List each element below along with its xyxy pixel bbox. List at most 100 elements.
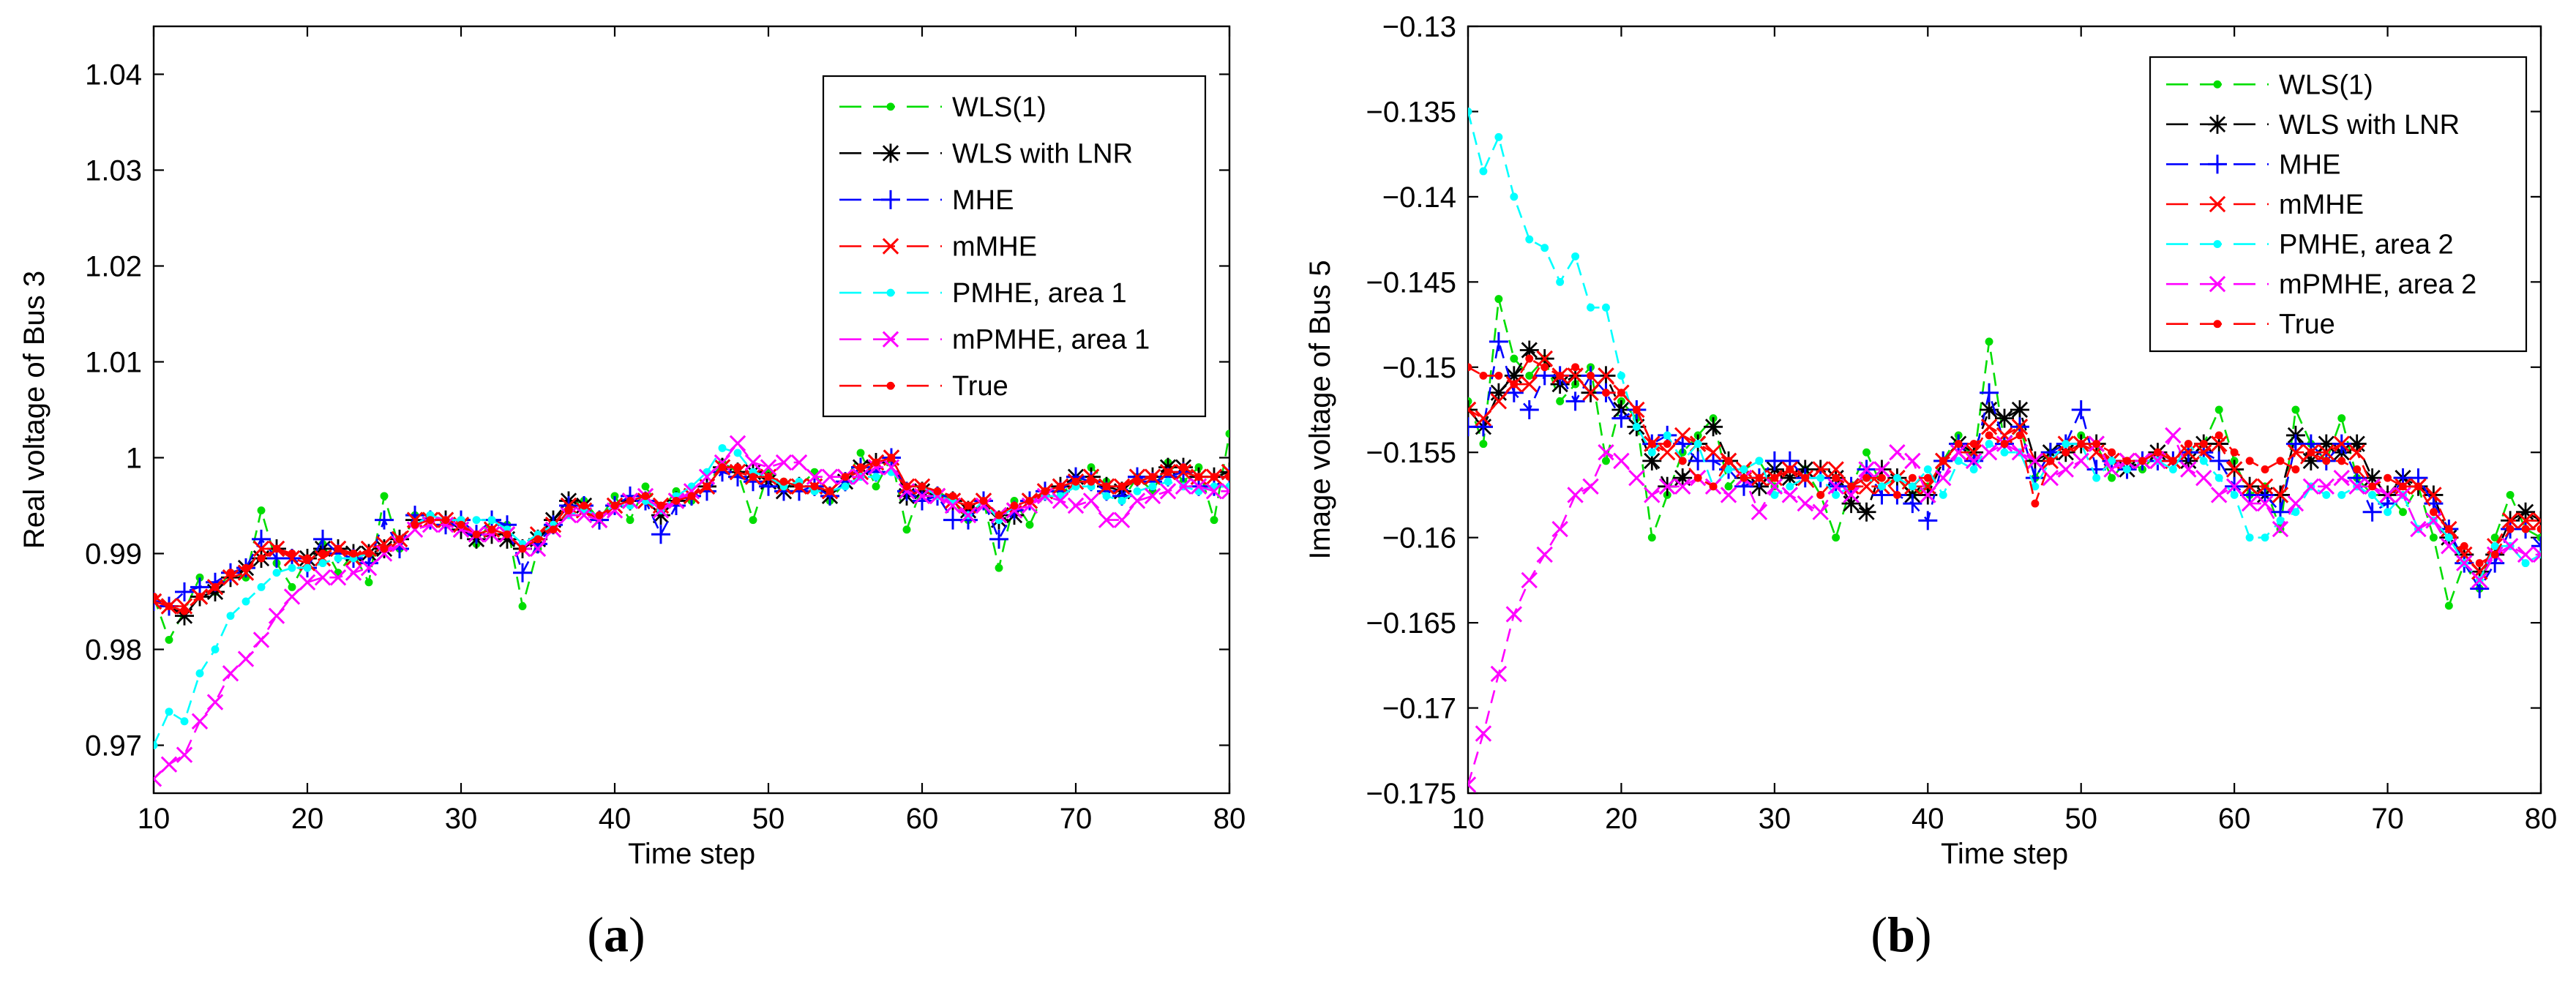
data-point bbox=[2384, 473, 2392, 482]
data-point bbox=[2456, 555, 2473, 571]
legend-marker bbox=[882, 238, 899, 255]
data-point bbox=[1724, 465, 1733, 473]
x-tick-label: 30 bbox=[445, 803, 478, 835]
data-point bbox=[1770, 490, 1779, 499]
data-point bbox=[1494, 295, 1503, 304]
data-point bbox=[948, 492, 957, 500]
data-point bbox=[2031, 482, 2040, 491]
data-point bbox=[2444, 601, 2453, 610]
data-point bbox=[1468, 107, 1472, 116]
series-markers-6 bbox=[1468, 427, 2541, 793]
data-point bbox=[1923, 473, 1932, 482]
data-point bbox=[1832, 490, 1841, 499]
data-point bbox=[1159, 483, 1177, 500]
data-point bbox=[1816, 473, 1825, 482]
data-point bbox=[872, 482, 880, 491]
data-point bbox=[1071, 477, 1080, 486]
data-point bbox=[1556, 397, 1565, 405]
data-point bbox=[1158, 457, 1177, 477]
data-point bbox=[2490, 550, 2499, 559]
data-point bbox=[883, 459, 900, 476]
data-point bbox=[1190, 478, 1208, 495]
data-point bbox=[1519, 340, 1539, 360]
data-point bbox=[2153, 448, 2162, 457]
data-point bbox=[1479, 371, 1488, 380]
data-point bbox=[1617, 371, 1625, 380]
data-point bbox=[1632, 422, 1641, 431]
data-point bbox=[1617, 389, 1625, 397]
data-point bbox=[1473, 417, 1493, 437]
data-point bbox=[929, 487, 946, 505]
data-point bbox=[2000, 440, 2009, 449]
x-tick-label: 80 bbox=[2525, 803, 2558, 835]
data-point bbox=[2210, 487, 2228, 503]
plot-area bbox=[152, 25, 1231, 795]
data-point bbox=[2536, 525, 2541, 533]
data-point bbox=[195, 592, 204, 601]
data-point bbox=[1704, 451, 1723, 470]
data-point bbox=[1025, 496, 1034, 505]
data-point bbox=[651, 506, 670, 525]
legend-marker bbox=[2213, 240, 2222, 249]
data-point bbox=[2071, 400, 2091, 419]
legend-label: mMHE bbox=[952, 232, 1037, 263]
data-point bbox=[313, 529, 332, 549]
x-tick-label: 60 bbox=[2218, 803, 2251, 835]
data-point bbox=[1602, 303, 1610, 312]
data-point bbox=[2506, 525, 2515, 533]
legend-marker bbox=[2208, 114, 2227, 134]
series-line-6 bbox=[1468, 434, 2541, 785]
data-point bbox=[1510, 192, 1519, 201]
data-point bbox=[1980, 400, 1999, 419]
data-point bbox=[2123, 457, 2132, 465]
data-point bbox=[1128, 468, 1146, 485]
data-point bbox=[1780, 468, 1800, 488]
data-point bbox=[775, 454, 793, 471]
data-point bbox=[1980, 444, 1998, 461]
data-point bbox=[1832, 473, 1841, 482]
data-point bbox=[1128, 492, 1146, 509]
data-point bbox=[211, 582, 220, 591]
data-point bbox=[1602, 457, 1610, 465]
data-point bbox=[314, 550, 332, 567]
data-point bbox=[641, 492, 650, 500]
data-point bbox=[176, 746, 193, 763]
data-point bbox=[1965, 452, 1982, 470]
data-point bbox=[222, 569, 239, 586]
panel-label: (b) bbox=[1871, 907, 1931, 962]
data-point bbox=[518, 544, 527, 553]
data-point bbox=[1175, 478, 1192, 495]
legend-label: mMHE bbox=[2279, 190, 2364, 220]
data-point bbox=[610, 492, 619, 500]
data-point bbox=[760, 459, 777, 476]
data-point bbox=[606, 502, 624, 519]
data-point bbox=[272, 544, 281, 553]
data-point bbox=[1659, 444, 1676, 461]
data-point bbox=[2261, 533, 2269, 542]
data-point bbox=[206, 582, 225, 601]
data-point bbox=[1766, 478, 1783, 495]
series-line-1 bbox=[154, 433, 1229, 641]
data-point bbox=[933, 487, 942, 495]
data-point bbox=[1740, 473, 1748, 482]
data-point bbox=[318, 559, 327, 568]
data-point bbox=[411, 520, 419, 529]
data-point bbox=[718, 443, 727, 452]
data-point bbox=[180, 607, 189, 615]
data-point bbox=[1985, 337, 1993, 346]
data-point bbox=[472, 530, 481, 539]
data-point bbox=[1663, 440, 1671, 449]
data-point bbox=[1724, 482, 1733, 491]
data-point bbox=[902, 525, 911, 534]
data-point bbox=[2441, 538, 2457, 555]
data-point bbox=[1704, 417, 1723, 437]
data-point bbox=[406, 521, 424, 538]
data-point bbox=[237, 651, 255, 667]
x-tick-label: 70 bbox=[1060, 803, 1093, 835]
data-point bbox=[2490, 533, 2499, 542]
data-point bbox=[2316, 434, 2336, 454]
legend-label: PMHE, area 2 bbox=[2279, 230, 2454, 260]
data-point bbox=[242, 597, 250, 606]
data-point bbox=[989, 529, 1008, 549]
data-point bbox=[2168, 465, 2177, 473]
